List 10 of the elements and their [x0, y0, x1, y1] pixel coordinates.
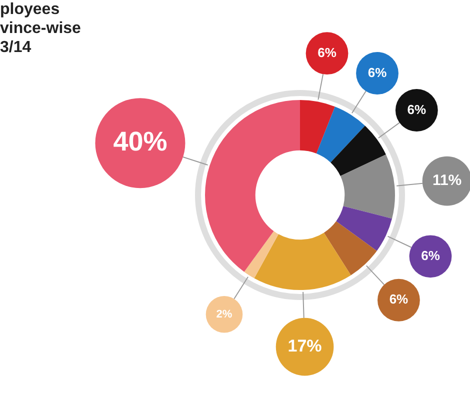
data-label: 6% [389, 292, 409, 307]
data-label: 6% [318, 44, 337, 60]
data-label: 17% [288, 336, 322, 356]
data-label: 6% [407, 102, 426, 117]
data-label: 2% [216, 308, 232, 320]
data-label: 11% [432, 172, 462, 190]
data-label: 6% [421, 248, 440, 263]
data-label: 6% [368, 64, 388, 80]
data-label: 40% [113, 126, 168, 157]
chart-title: ployees vince-wise 3/14 [0, 0, 81, 57]
